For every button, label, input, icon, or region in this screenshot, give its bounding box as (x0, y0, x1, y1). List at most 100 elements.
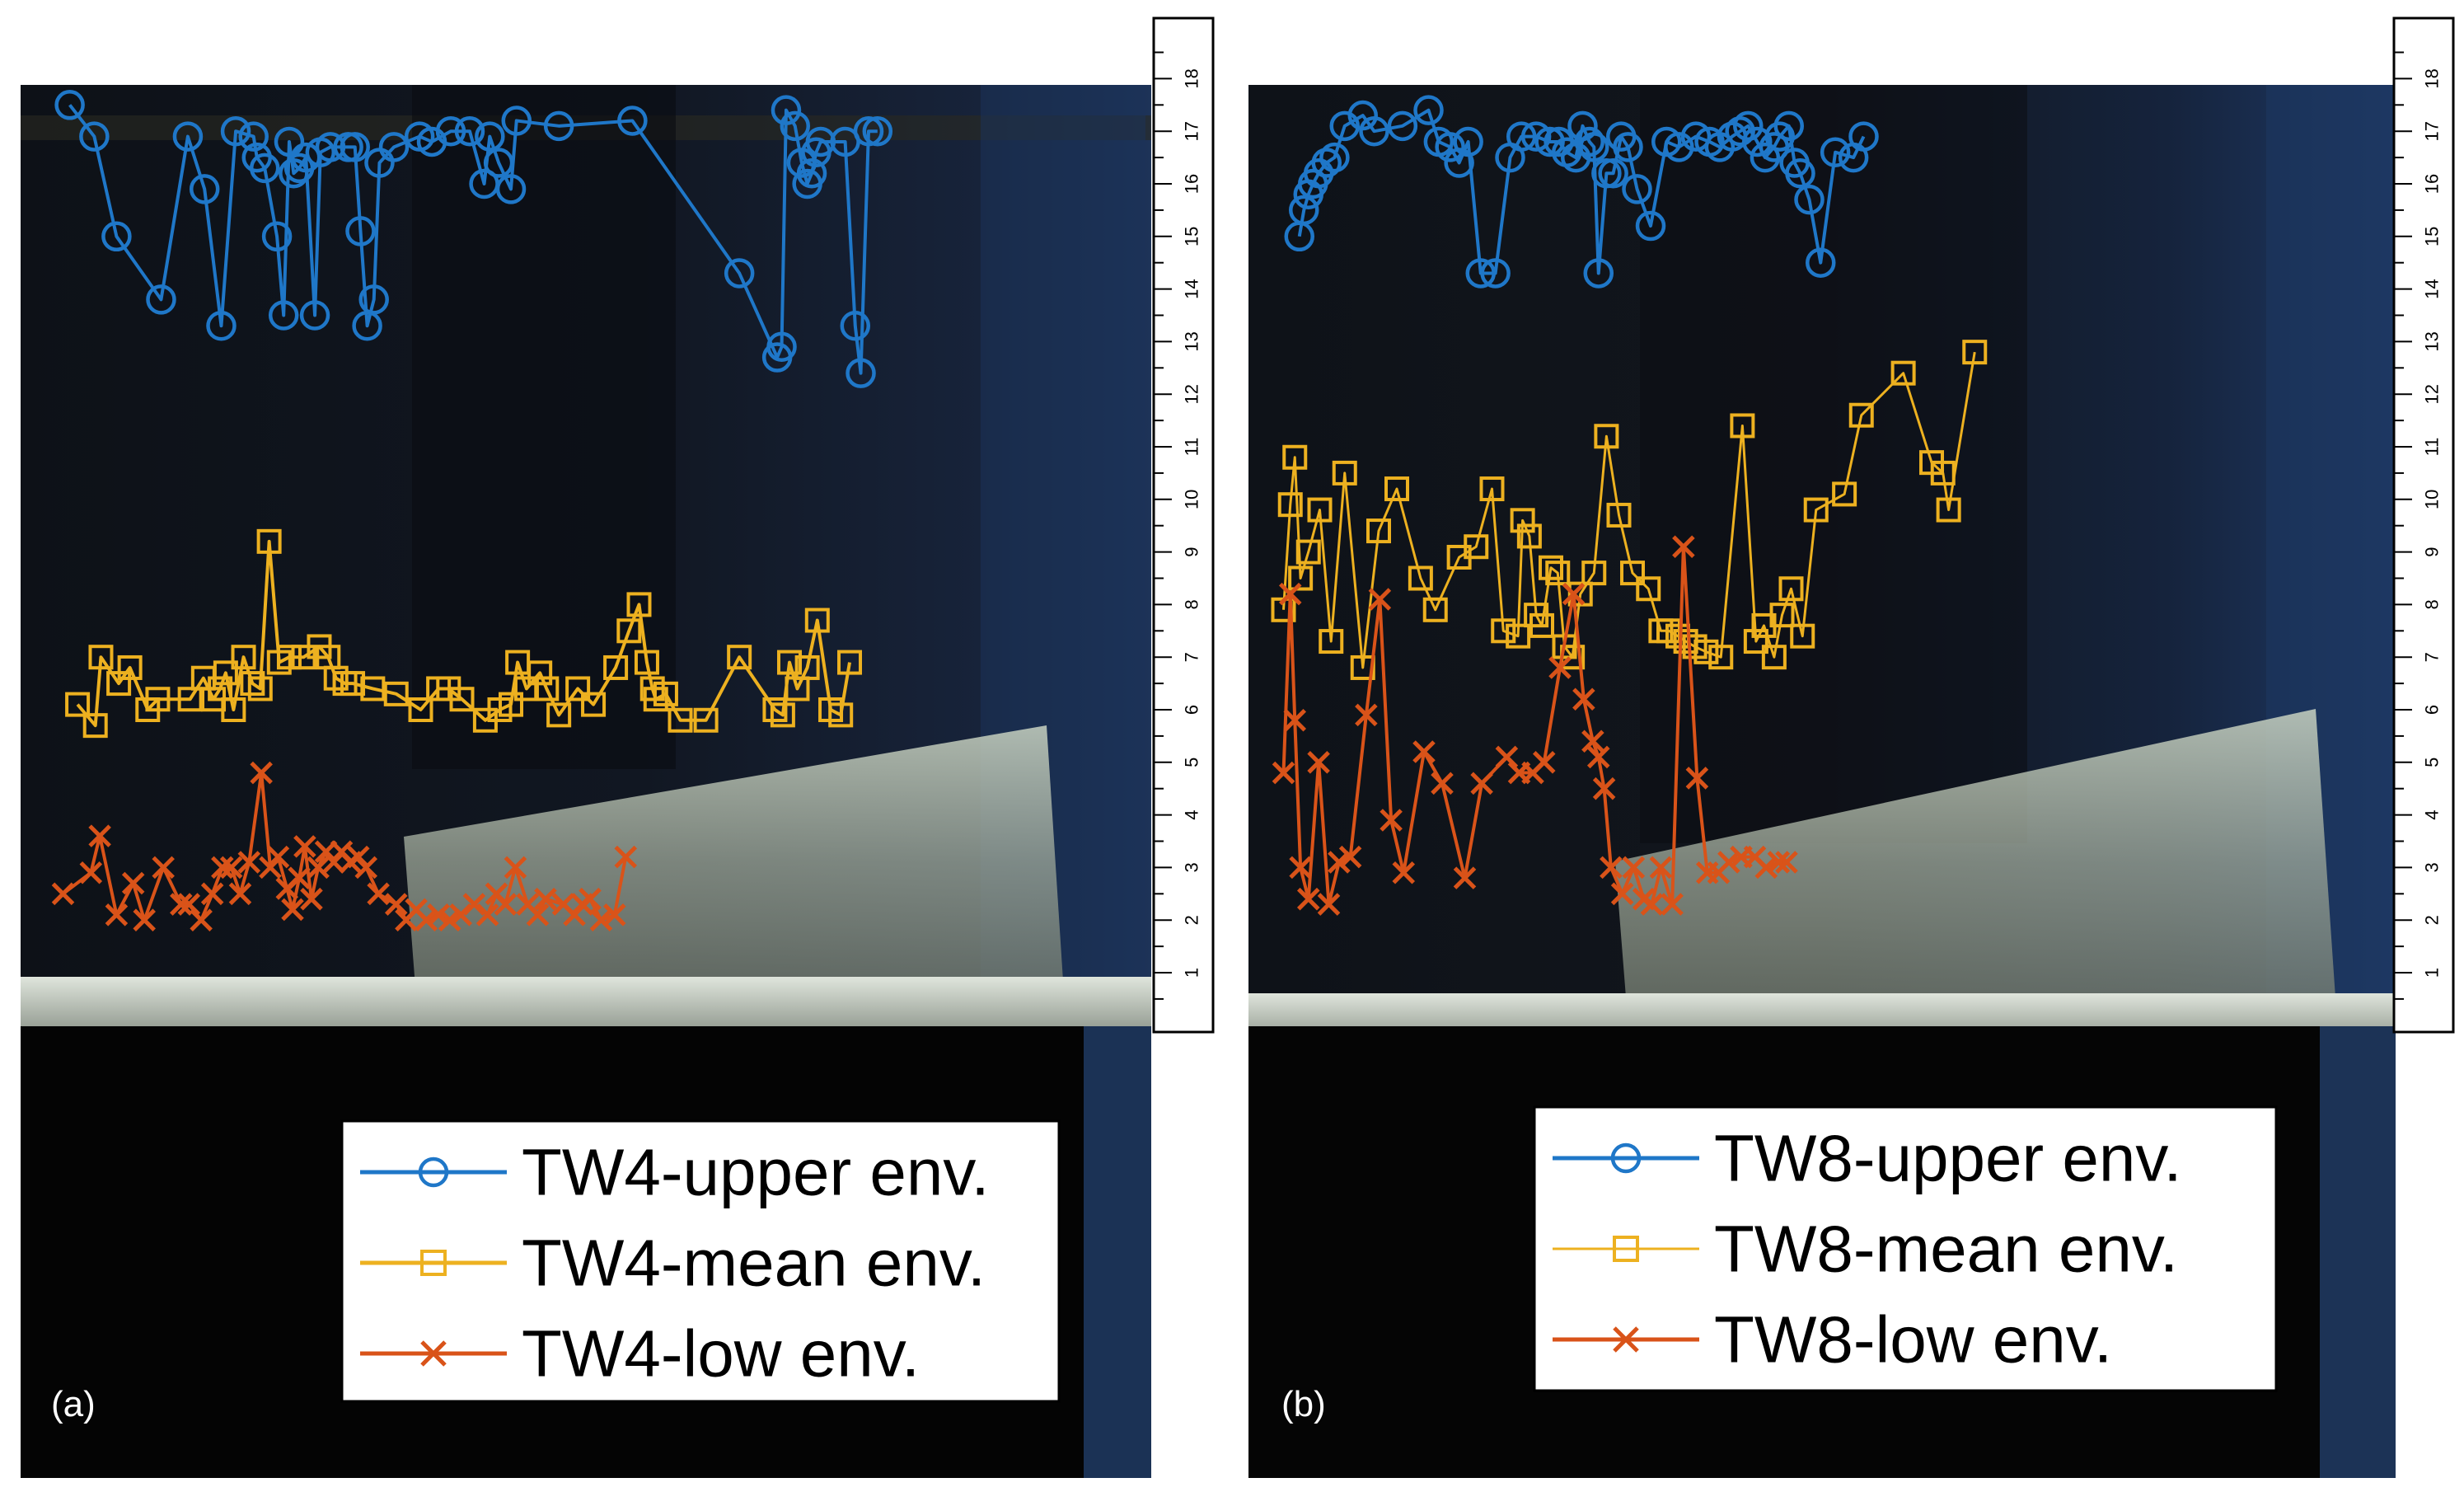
series-mean-point (794, 654, 820, 680)
series-upper-point (1820, 137, 1851, 167)
series-upper-point (1387, 110, 1418, 142)
series-upper-point (840, 311, 871, 341)
series-mean-point (1491, 618, 1516, 644)
series-mean-point (1594, 424, 1619, 449)
series-mean-point (360, 676, 386, 701)
ruler-tick-label: 5 (2422, 758, 2443, 767)
series-upper-point (1794, 184, 1825, 215)
ruler-tick-label: 9 (1182, 547, 1202, 556)
series-upper-point (1742, 126, 1773, 157)
series-upper-point (274, 126, 305, 157)
series-mean-point (276, 645, 302, 670)
series-mean-point (1761, 645, 1787, 670)
series-mean-point (1408, 565, 1433, 591)
series-low-point (438, 908, 461, 931)
series-mean-point (1581, 561, 1607, 586)
series-upper-point (1480, 258, 1511, 289)
series-mean-point (1848, 402, 1874, 428)
legend-marker (1613, 1326, 1639, 1353)
series-low-point (1495, 745, 1519, 769)
series-low-point (475, 903, 499, 927)
series-mean-point (247, 676, 273, 701)
series-low-point (1283, 708, 1307, 732)
ruler-tick-label: 17 (1182, 121, 1202, 141)
series-mean-point (1506, 623, 1531, 649)
series-mean-point (770, 702, 795, 728)
series-low-point (237, 851, 261, 874)
series-upper-point (495, 174, 527, 204)
series-low-point (300, 887, 323, 911)
series-low-point (1453, 866, 1477, 889)
series-upper-point (1848, 121, 1879, 152)
series-upper-point (249, 152, 280, 184)
ruler-tick-label: 3 (1182, 862, 1202, 872)
series-mean-point (1479, 476, 1505, 502)
ruler-tick-label: 4 (2422, 809, 2443, 819)
series-low-point (1685, 767, 1709, 790)
series-mean-point (634, 650, 659, 675)
series-upper-point (146, 284, 176, 315)
series-upper-point (299, 300, 330, 331)
series-low-point (1649, 856, 1673, 880)
series-low-point (1562, 582, 1586, 606)
series-upper-point (1506, 121, 1537, 152)
series-mean-point (1366, 518, 1391, 544)
series-low-point (579, 887, 602, 911)
series-mean-point (1930, 460, 1956, 486)
ruler-tick-label: 16 (1182, 174, 1202, 194)
series-low-point (1296, 887, 1320, 911)
series-mean-point (668, 707, 693, 733)
series-mean-point (565, 676, 591, 701)
series-upper-point (1435, 132, 1465, 162)
series-mean-point (534, 676, 560, 701)
series-low-point (211, 856, 234, 880)
series-mean-point (1790, 623, 1815, 649)
series-mean-point (1422, 597, 1448, 622)
series-mean-point (581, 692, 607, 717)
series-upper-point (220, 115, 251, 147)
series-mean-point (256, 528, 282, 554)
series-upper-point (1579, 132, 1609, 162)
series-low-point (384, 893, 408, 916)
series-mean-point (240, 671, 265, 697)
series-upper-point (172, 121, 204, 152)
series-mean-point (1529, 612, 1554, 638)
ruler-tick-label: 14 (2422, 279, 2443, 298)
ruler-tick-label: 11 (1182, 438, 1202, 457)
series-low-point (266, 845, 290, 869)
series-low-point (1289, 856, 1312, 880)
series-upper-point (345, 216, 376, 246)
panel-a-label: (a) (51, 1384, 96, 1424)
series-mean-point (1730, 413, 1755, 439)
ruler-tick-label: 10 (2422, 490, 2443, 509)
series-upper-point (501, 106, 532, 136)
series-low-point (190, 908, 213, 931)
series-upper-point (1664, 132, 1694, 162)
series-mean-point (1693, 639, 1719, 664)
panel-a-plot (51, 90, 893, 931)
ruler-tick-label: 16 (2422, 174, 2443, 194)
series-mean-point (1832, 481, 1857, 507)
series-upper-point (1534, 126, 1565, 157)
series-mean-point (231, 645, 256, 670)
legend-marker (418, 1156, 449, 1188)
series-low-point (494, 893, 518, 916)
series-mean-point (1295, 539, 1321, 565)
ruler-tick-label: 10 (1182, 490, 1202, 509)
legend-item-low: TW4-low env. (360, 1317, 920, 1391)
series-upper-point (780, 110, 811, 142)
series-mean-point (762, 697, 788, 722)
series-low-point (1272, 761, 1295, 785)
legend-label: TW8-mean env. (1714, 1213, 2178, 1286)
series-mean-point (323, 665, 349, 691)
series-mean-point (1803, 497, 1829, 523)
legend-label: TW4-low env. (522, 1317, 920, 1391)
series-mean-point (1516, 523, 1542, 549)
series-mean-point (546, 702, 572, 728)
series-upper-point (1311, 148, 1342, 178)
series-low-point (1767, 851, 1791, 874)
series-low-point (228, 882, 252, 906)
series-mean-point (1606, 502, 1632, 528)
series-upper-point (846, 358, 876, 388)
